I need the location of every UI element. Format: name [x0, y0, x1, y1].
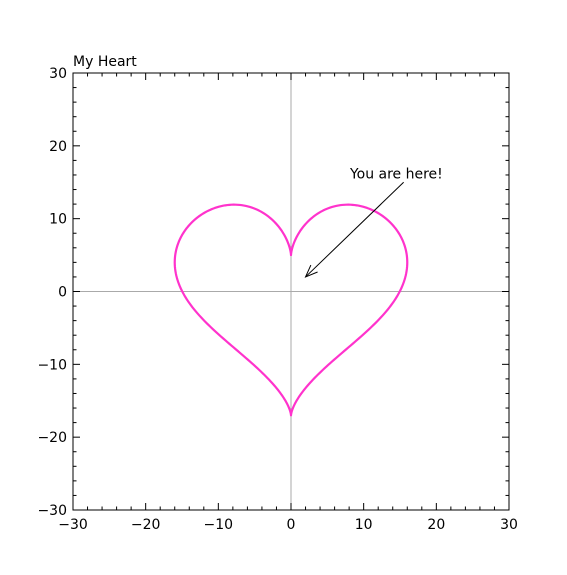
y-tick-label: 30 [49, 66, 67, 82]
y-tick-label: −30 [37, 503, 67, 519]
x-tick-label: −10 [204, 517, 234, 533]
series-layer [173, 203, 409, 417]
annotation-label: You are here! [349, 167, 443, 183]
x-tick-label: 10 [355, 517, 373, 533]
tick-layer: −30 −20 −10 0 10 20 30 −30 −20 −10 0 10 20 30 [37, 66, 517, 533]
y-tick-label: 0 [58, 285, 67, 301]
x-tick-label: −30 [58, 517, 88, 533]
x-tick-label: 0 [287, 517, 296, 533]
y-tick-label: 20 [49, 139, 67, 155]
x-tick-label: 30 [500, 517, 518, 533]
chart-title: My Heart [73, 54, 137, 70]
y-tick-label: −20 [37, 430, 67, 446]
x-tick-label: −20 [131, 517, 161, 533]
annotation-arrow-shaft [305, 181, 404, 278]
y-tick-label: −10 [37, 357, 67, 373]
heart-curve [173, 203, 409, 417]
y-tick-label: 10 [49, 212, 67, 228]
reference-lines [73, 73, 509, 510]
annotation-arrow-head [304, 264, 318, 278]
x-tick-label: 20 [427, 517, 445, 533]
annotation-layer: You are here! [304, 167, 443, 278]
